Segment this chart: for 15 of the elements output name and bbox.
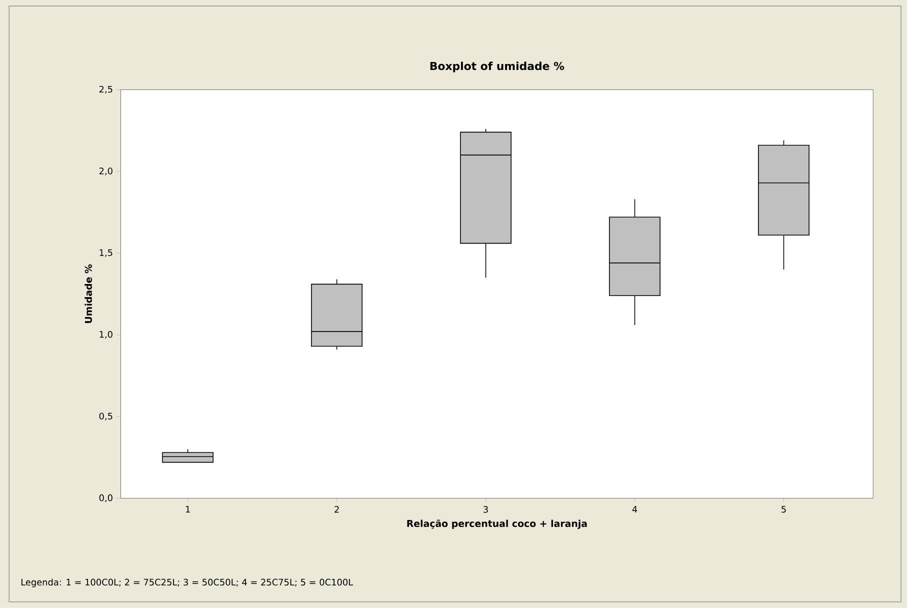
x-axis-title: Relação percentual coco + laranja — [407, 520, 587, 530]
x-tick-label: 4 — [632, 506, 638, 513]
x-tick-label: 3 — [484, 506, 488, 513]
y-tick-label: 0,5 — [99, 412, 112, 420]
chart-title: Boxplot of umidade % — [430, 62, 564, 72]
y-tick-label: 2,5 — [99, 86, 112, 94]
text: Legenda: 1 = 100C0L; 2 = 75C25L; 3 = 50C50L; 4 = 25C75L; 5 = 0C100L — [21, 578, 354, 588]
y-tick-label: 2,0 — [99, 168, 112, 176]
y-tick-label: 1,0 — [100, 331, 112, 339]
x-tick-label: 2 — [334, 506, 339, 513]
y-tick-label: 0,0 — [99, 494, 112, 502]
y-tick-label: 1,5 — [100, 249, 112, 257]
x-tick-label: 1 — [186, 506, 190, 513]
y-axis-title: Umidade % — [84, 264, 92, 324]
x-tick-label: 5 — [782, 506, 786, 513]
